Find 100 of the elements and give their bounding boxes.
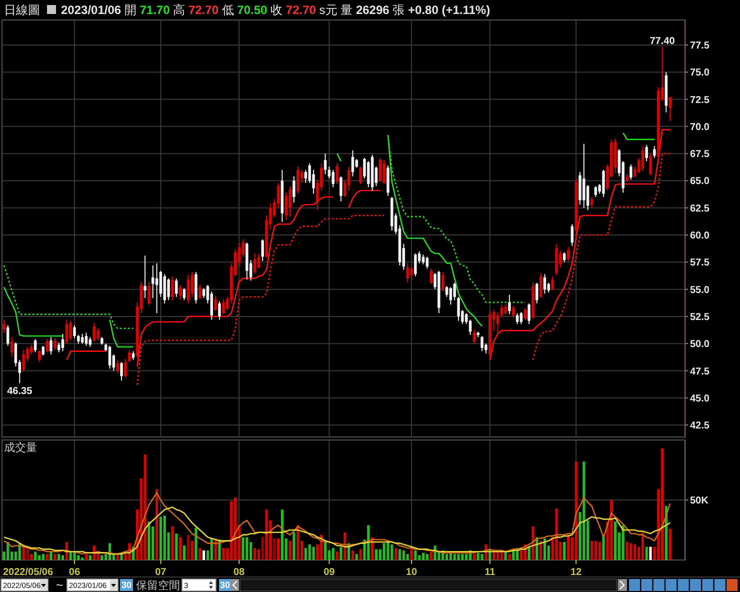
bar [528, 546, 530, 560]
bar [261, 537, 264, 560]
bar [508, 554, 511, 560]
candlestick [382, 160, 386, 184]
bar [622, 525, 624, 560]
candlestick [46, 338, 48, 353]
bar [649, 546, 652, 560]
y-tick-label: 60.0 [690, 230, 710, 242]
candlestick [253, 252, 256, 275]
candlestick [457, 296, 460, 322]
bar [202, 550, 206, 560]
bar [148, 522, 150, 560]
bar [445, 554, 448, 560]
bar [476, 552, 480, 560]
candlestick [42, 345, 45, 356]
bar [38, 555, 40, 560]
y-tick-label: 57.5 [690, 258, 710, 269]
chart-title: 日線圖 [4, 3, 40, 17]
candlestick [668, 96, 672, 122]
bar [532, 526, 534, 560]
candlestick [649, 153, 652, 176]
bar [465, 554, 468, 560]
y-tick-label: 72.5 [690, 94, 710, 106]
bar [171, 526, 174, 560]
bar [598, 542, 601, 560]
bar [120, 554, 123, 560]
candlestick [312, 169, 315, 194]
bar [54, 554, 56, 560]
y-tick-label: 50K [690, 496, 710, 506]
candlestick [508, 294, 511, 315]
bar [457, 554, 460, 560]
y-tick-label: 65.0 [690, 176, 710, 188]
x-tick-label: 07 [155, 567, 167, 578]
bar [46, 554, 48, 560]
candlestick [551, 276, 554, 291]
bar [641, 532, 644, 560]
y-tick-label: 47.5 [690, 366, 710, 378]
candlestick [602, 169, 605, 198]
text: 30 [121, 580, 132, 590]
y-tick-label: 62.5 [690, 203, 710, 214]
bar [34, 552, 37, 560]
bar [194, 528, 198, 560]
bar [61, 555, 64, 560]
candlestick [144, 255, 146, 298]
candlestick [590, 196, 594, 208]
bar [374, 549, 378, 560]
bar [100, 555, 104, 560]
candlestick [340, 176, 342, 202]
bar [257, 549, 260, 560]
bar [144, 454, 146, 560]
y-tick-label: 77.5 [690, 40, 710, 52]
candlestick [222, 298, 225, 315]
candlestick [645, 144, 648, 162]
candlestick [539, 272, 542, 298]
bar [84, 554, 88, 560]
bar [406, 554, 409, 560]
candlestick [422, 254, 425, 265]
candlestick [38, 350, 41, 363]
candlestick [22, 350, 25, 372]
candlestick [167, 278, 170, 301]
candlestick [336, 162, 338, 184]
candlestick [84, 332, 88, 346]
bar [186, 534, 190, 560]
text: 2023/01/06 開 71.70 高 72.70 低 70.50 收 72.70 s元 量 26296 張 +0.80 (+1.11%) [61, 3, 490, 17]
candlestick [296, 166, 300, 194]
candlestick [284, 192, 288, 220]
bar [645, 546, 648, 560]
bar [359, 549, 362, 560]
bar [367, 525, 370, 560]
bar [332, 548, 334, 560]
bar [540, 540, 542, 560]
candlestick [175, 278, 178, 298]
bar [610, 500, 613, 560]
x-tick-label: 10 [406, 567, 418, 578]
candlestick [445, 286, 448, 298]
candlestick [292, 176, 296, 203]
bar [179, 537, 182, 560]
bar [182, 546, 186, 560]
bar [555, 508, 558, 560]
candlestick [120, 362, 123, 382]
bar [304, 548, 307, 560]
candlestick [414, 252, 417, 277]
bar [58, 554, 60, 560]
candlestick [171, 276, 174, 301]
candlestick [54, 338, 56, 351]
candlestick [116, 359, 119, 374]
bar [234, 498, 236, 560]
candlestick [96, 328, 100, 341]
x-tick-label: 12 [570, 567, 582, 578]
bar [253, 548, 256, 560]
bar [630, 543, 632, 560]
candlestick [536, 282, 538, 304]
bar [242, 537, 244, 560]
candlestick [562, 252, 566, 263]
candlestick [202, 288, 206, 298]
bar [163, 516, 166, 560]
bar [563, 542, 566, 560]
bar [390, 544, 394, 560]
text: ~ [56, 578, 64, 592]
candlestick [257, 252, 260, 270]
